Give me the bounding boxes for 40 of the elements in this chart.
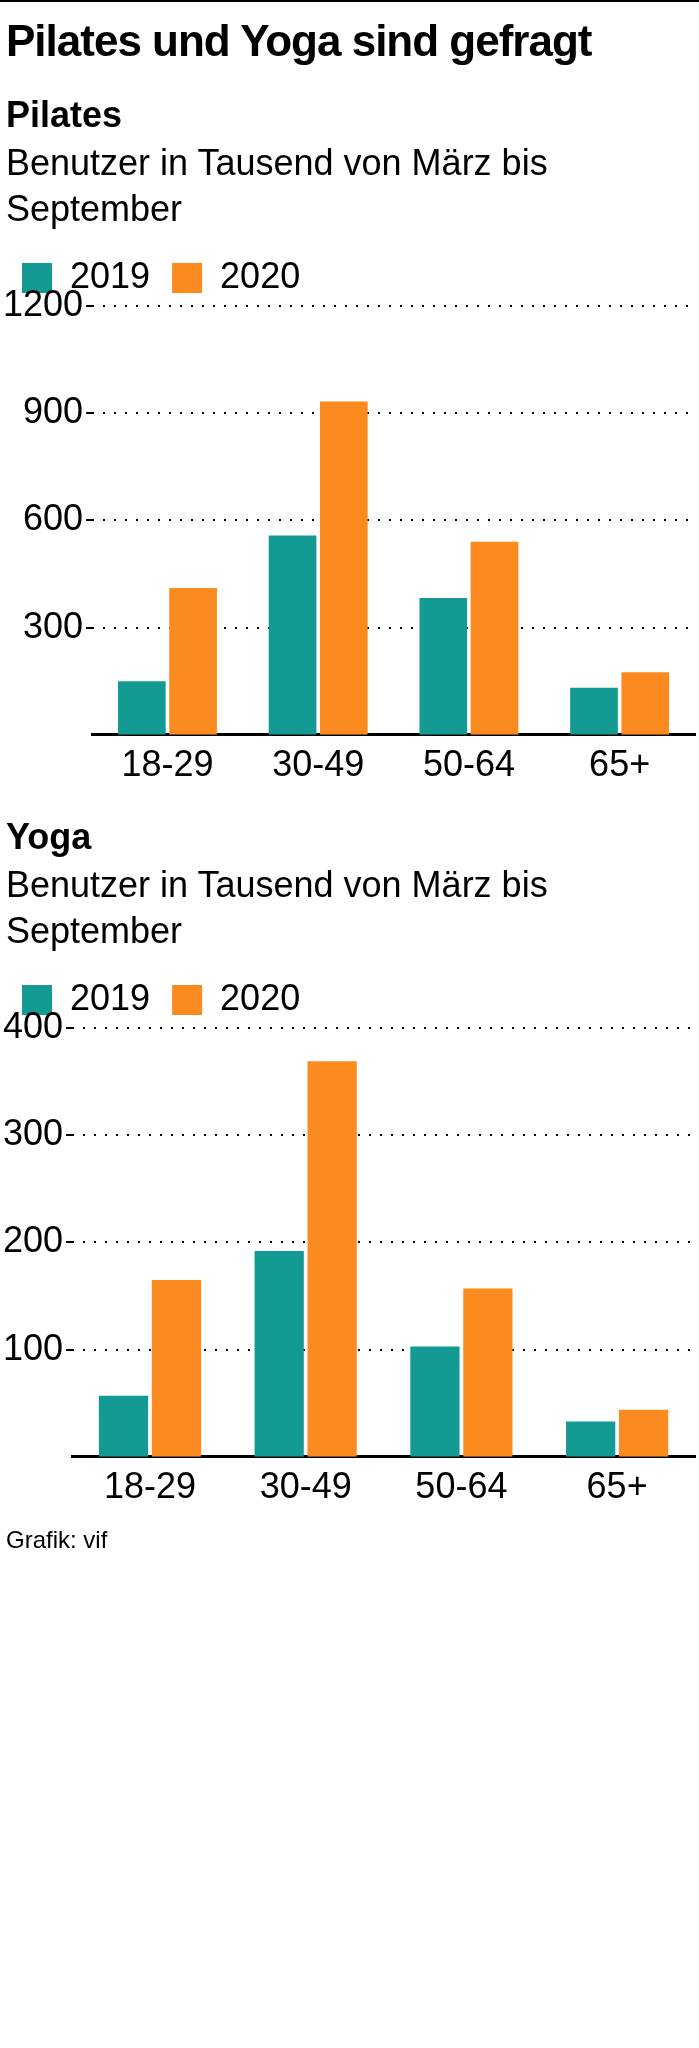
y-tick-label: 200 (2, 1219, 64, 1261)
bar (307, 1061, 357, 1457)
bar (254, 1250, 304, 1457)
chart-title: Pilates (6, 94, 124, 136)
bar (621, 672, 670, 735)
bar (470, 541, 519, 735)
legend-label: 2020 (220, 254, 301, 296)
chart-subtitle: Benutzer in Tausend von März bis September (6, 141, 549, 231)
chart-subtitle: Benutzer in Tausend von März bis September (6, 863, 549, 953)
text: Grafik: vif (6, 1526, 109, 1554)
legend-label: 2019 (70, 976, 151, 1018)
x-tick-label: 30-49 (272, 743, 365, 785)
chart-title: Yoga (6, 816, 93, 858)
text: Pilates und Yoga sind gefragt (0, 0, 699, 76)
x-tick-label: 50-64 (422, 743, 515, 785)
bar (419, 597, 468, 735)
bar (570, 687, 618, 735)
bar (410, 1346, 460, 1457)
x-tick-label: 50-64 (415, 1465, 508, 1507)
x-tick-label: 65+ (589, 743, 651, 785)
bar (98, 1395, 149, 1457)
bar (268, 535, 317, 735)
bar (566, 1421, 616, 1457)
x-tick-label: 65+ (586, 1465, 648, 1507)
bar (463, 1288, 513, 1457)
y-tick-label: 600 (23, 497, 84, 539)
y-tick-label: 100 (2, 1326, 64, 1368)
y-tick-label: 400 (2, 1004, 64, 1046)
y-tick-label: 300 (23, 604, 84, 646)
x-tick-label: 18-29 (121, 743, 214, 785)
x-tick-label: 18-29 (103, 1465, 196, 1507)
bar (169, 587, 217, 735)
legend-label: 2020 (220, 976, 301, 1018)
bar (618, 1409, 669, 1457)
y-tick-label: 900 (23, 390, 84, 432)
x-tick-label: 30-49 (259, 1465, 352, 1507)
bar (118, 681, 166, 735)
y-tick-label: 300 (2, 1112, 64, 1154)
bar (319, 401, 368, 735)
bar (151, 1279, 202, 1457)
